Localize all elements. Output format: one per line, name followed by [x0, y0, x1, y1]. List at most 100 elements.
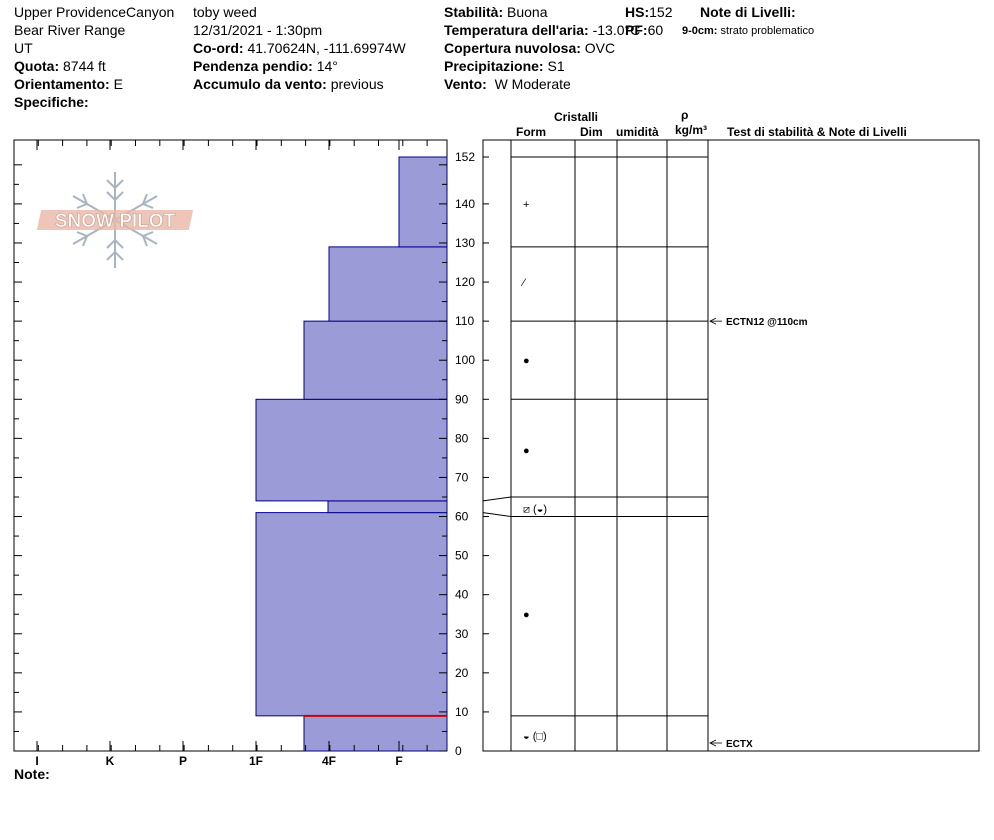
layer-note-text: strato problematico	[720, 25, 815, 37]
height-tick-label: 140	[455, 197, 475, 211]
elevation-label: Quota:	[14, 58, 60, 74]
aspect-label: Orientamento:	[14, 76, 110, 92]
hardness-layer-bar	[303, 715, 448, 752]
slope-value: 14°	[316, 58, 338, 74]
observer-name: toby weed	[193, 4, 257, 20]
stability-test-label: ECTN12 @110cm	[726, 317, 808, 328]
wind-loading: Accumulo da vento: previous	[193, 76, 384, 93]
layer-connector-line	[482, 496, 512, 502]
wind: Vento: W Moderate	[444, 76, 571, 93]
height-tick-label: 20	[455, 666, 469, 680]
precip-value: S1	[547, 58, 565, 74]
crystal-form-symbol: ◒ (□)	[523, 730, 547, 742]
slope-label: Pendenza pendio:	[193, 58, 313, 74]
wind-load-value: previous	[330, 76, 384, 92]
height-tick-label: 152	[455, 150, 475, 164]
stability-tests-frame	[707, 139, 980, 752]
precipitation: Precipitazione: S1	[444, 58, 565, 75]
stability-test-label: ECTX	[726, 739, 753, 750]
crystal-form-symbol: ⁄	[520, 277, 527, 289]
layer-notes-label: Note di Livelli:	[700, 4, 796, 20]
elevation-value: 8744 ft	[63, 58, 106, 74]
wind-value: W Moderate	[494, 76, 571, 92]
coord-value: 41.70624N, -111.69974W	[247, 40, 406, 56]
moisture-header: umidità	[616, 125, 659, 139]
hardness-layer-bar	[398, 156, 448, 248]
aspect: Orientamento: E	[14, 76, 123, 93]
height-tick-label: 40	[455, 588, 469, 602]
layer-note-depth: 9-0cm:	[682, 25, 718, 37]
air-temp-label: Temperatura dell'aria:	[444, 22, 589, 38]
height-tick-label: 0	[455, 744, 462, 758]
coord-label: Co-ord:	[193, 40, 244, 56]
hardness-layer-bar	[303, 320, 448, 400]
height-tick-label: 90	[455, 392, 469, 406]
cloud-label: Copertura nuvolosa:	[444, 40, 581, 56]
mountain-range: Bear River Range	[14, 22, 126, 38]
hardness-layer-bar	[255, 512, 448, 717]
test-arrow-icon	[709, 317, 717, 325]
crystal-form-symbol: ●	[523, 355, 530, 367]
elevation: Quota: 8744 ft	[14, 58, 106, 75]
height-tick-label: 80	[455, 431, 469, 445]
density-unit: kg/m³	[675, 123, 708, 137]
slope-angle: Pendenza pendio: 14°	[193, 58, 338, 75]
hs-label: HS:	[625, 4, 650, 20]
form-header: Form	[516, 125, 546, 139]
aspect-value: E	[113, 76, 123, 92]
cloud-value: OVC	[584, 40, 616, 56]
location-name: Upper ProvidenceCanyon	[14, 4, 175, 20]
observation-datetime: 12/31/2021 - 1:30pm	[193, 22, 323, 38]
hardness-layer-bar	[328, 246, 448, 322]
hardness-tick-label: F	[395, 754, 402, 768]
dim-header: Dim	[580, 125, 603, 139]
hardness-layer-bar	[255, 398, 448, 502]
crystal-form-symbol: ●	[523, 609, 530, 621]
specifics-label: Specifiche:	[14, 94, 89, 110]
height-tick-label: 100	[455, 353, 475, 367]
cloud-cover: Copertura nuvolosa: OVC	[444, 40, 615, 57]
snowpilot-logo: SNOW PILOT	[36, 172, 194, 268]
stability-rating: Stabilità: Buona	[444, 4, 548, 21]
notes-label: Note:	[14, 766, 50, 782]
crystals-header: Cristalli	[554, 110, 599, 124]
crystal-form-symbol: ●	[523, 445, 530, 457]
stability-value: Buona	[507, 4, 548, 20]
height-tick-label: 30	[455, 627, 469, 641]
coordinates: Co-ord: 41.70624N, -111.69974W	[193, 40, 406, 57]
hs-value: 152	[649, 4, 673, 20]
hardness-layer-bar	[327, 500, 448, 514]
layer-connector-line	[482, 512, 512, 518]
height-tick-label: 10	[455, 705, 469, 719]
crystal-form-symbol: +	[523, 199, 529, 211]
height-tick-label: 110	[455, 314, 474, 328]
wind-label: Vento:	[444, 76, 487, 92]
air-temp-value: -13.0°C	[592, 22, 641, 38]
height-tick-label: 120	[455, 275, 475, 289]
hardness-tick-label: I	[35, 754, 38, 768]
test-arrow-icon	[709, 739, 717, 747]
hardness-tick-label: 4F	[322, 754, 336, 768]
crystal-form-symbol: ⧄ (◒)	[523, 504, 547, 516]
hardness-tick-label: P	[179, 754, 187, 768]
state: UT	[14, 40, 33, 56]
pf-value: 60	[647, 22, 664, 38]
snow-height: HS:152	[625, 4, 672, 21]
wind-load-label: Accumulo da vento:	[193, 76, 327, 92]
air-temperature: Temperatura dell'aria: -13.0°C	[444, 22, 640, 39]
stability-tests-header: Test di stabilità & Note di Livelli	[727, 125, 907, 139]
precip-label: Precipitazione:	[444, 58, 544, 74]
height-tick-label: 50	[455, 549, 469, 563]
stability-label: Stabilità:	[444, 4, 504, 20]
hardness-tick-label: K	[106, 754, 115, 768]
logo-text: SNOW PILOT	[55, 211, 176, 232]
hardness-tick-label: 1F	[249, 754, 263, 768]
layer-note: 9-0cm: strato problematico	[682, 25, 814, 38]
density-symbol: ρ	[681, 108, 689, 122]
height-tick-label: 60	[455, 510, 469, 524]
pf-label: PF:	[625, 22, 648, 38]
height-tick-label: 130	[455, 236, 475, 250]
height-tick-label: 70	[455, 470, 469, 484]
crystal-grid-frame	[482, 139, 709, 752]
